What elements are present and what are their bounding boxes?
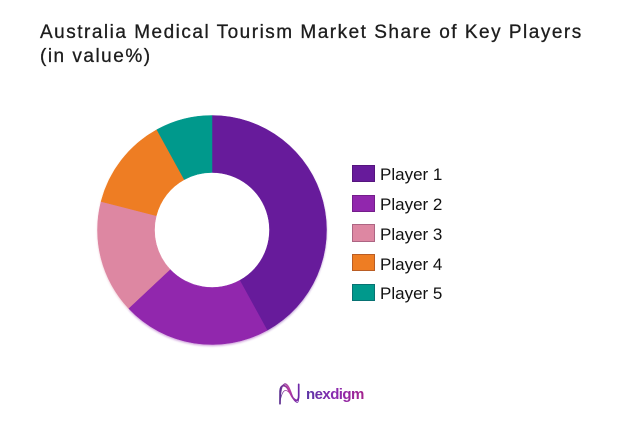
svg-text:nexdigm: nexdigm [306,386,364,403]
